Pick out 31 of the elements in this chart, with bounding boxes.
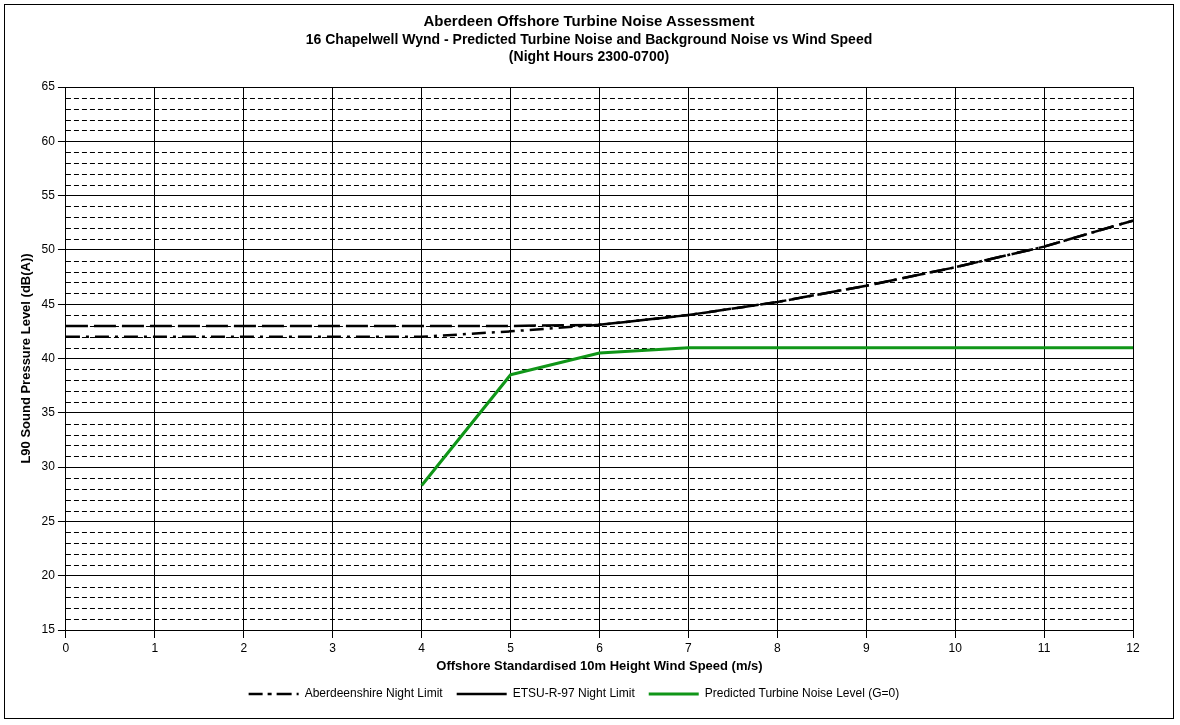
x-tick-label: 0 [62, 640, 70, 655]
x-tick-label: 1 [151, 640, 159, 655]
y-axis-title: L90 Sound Pressure Level (dB(A)) [18, 253, 34, 464]
y-tick-label: 15 [41, 622, 56, 637]
x-tick-label: 9 [862, 640, 870, 655]
x-tick-label: 7 [685, 640, 693, 655]
x-tick-label: 10 [948, 640, 963, 655]
x-tick-label: 2 [240, 640, 248, 655]
y-tick-label: 40 [41, 350, 56, 365]
x-tick-label: 5 [507, 640, 515, 655]
chart-subtitle: 16 Chapelwell Wynd - Predicted Turbine Noise and Background Noise vs Wind Speed (Night Hours 2300-0700) [304, 31, 874, 65]
x-tick-label: 3 [329, 640, 337, 655]
legend-label: Predicted Turbine Noise Level (G=0) [704, 686, 900, 701]
y-tick-label: 35 [41, 405, 56, 420]
x-tick-label: 11 [1037, 640, 1051, 655]
y-tick-label: 20 [41, 568, 56, 583]
y-tick-label: 45 [41, 296, 56, 311]
chart-title: Aberdeen Offshore Turbine Noise Assessment [422, 11, 756, 30]
y-tick-label: 50 [41, 242, 56, 257]
x-axis-title: Offshore Standardised 10m Height Wind Speed (m/s) [436, 657, 763, 673]
y-tick-label: 60 [41, 133, 56, 148]
y-tick-label: 25 [41, 513, 56, 528]
y-tick-label: 65 [41, 79, 56, 94]
x-tick-label: 4 [418, 640, 426, 655]
x-tick-label: 6 [596, 640, 604, 655]
legend-label: ETSU-R-97 Night Limit [512, 686, 636, 701]
y-tick-label: 30 [41, 459, 56, 474]
y-tick-label: 55 [41, 187, 56, 202]
x-tick-label: 12 [1126, 640, 1140, 655]
x-tick-label: 8 [773, 640, 781, 655]
legend-label: Aberdeenshire Night Limit [304, 686, 444, 701]
